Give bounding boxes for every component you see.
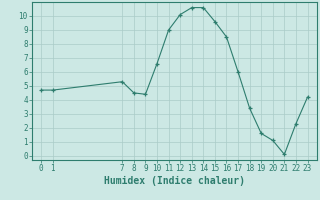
X-axis label: Humidex (Indice chaleur): Humidex (Indice chaleur) [104, 176, 245, 186]
